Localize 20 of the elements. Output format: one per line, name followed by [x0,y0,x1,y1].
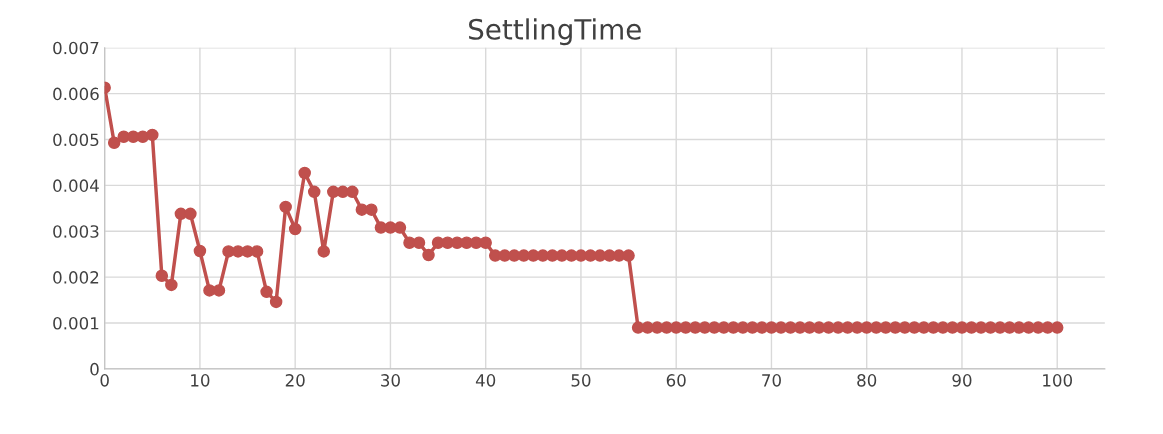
x-tick-label: 50 [571,374,591,387]
x-tick-label: 60 [666,374,686,387]
y-tick-label: 0.003 [53,225,99,238]
y-tick-label: 0.001 [53,316,99,330]
y-tick-label: 0.007 [53,41,99,55]
y-tick-label: 0.002 [53,271,99,284]
x-tick-label: 10 [191,374,210,387]
y-tick-label: 0.006 [53,87,99,101]
chart-title: SettlingTime [469,18,641,46]
x-tick-label: 20 [285,374,305,387]
x-tick-label: 40 [475,374,496,387]
x-tick-label: 90 [952,374,972,387]
x-tick-label: 100 [1043,374,1073,387]
y-tick-label: 0.004 [53,179,99,192]
x-tick-label: 0 [100,374,109,387]
x-tick-label: 80 [857,374,877,387]
y-tick-label: 0.005 [53,133,99,147]
y-tick-label: 0 [90,362,99,376]
x-tick-label: 30 [381,374,400,387]
x-tick-label: 70 [762,374,781,387]
